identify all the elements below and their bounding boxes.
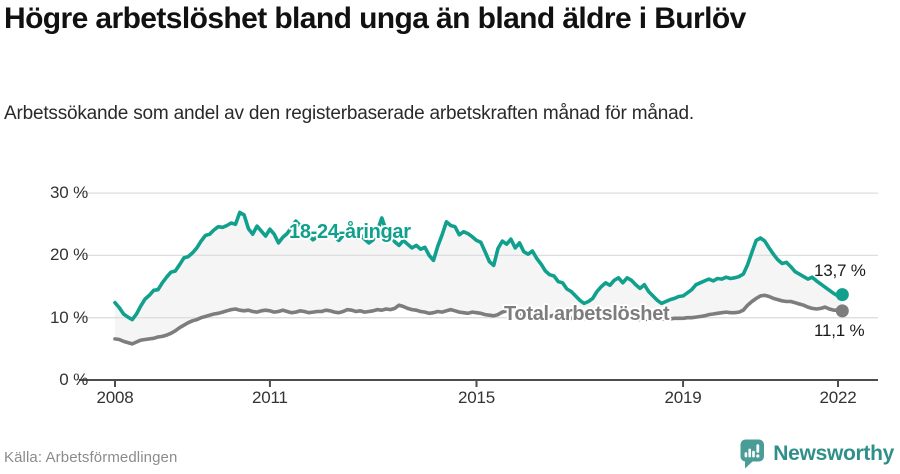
- series-line-young: [113, 210, 845, 322]
- y-tick-label: 30 %: [50, 183, 88, 203]
- x-tick-label: 2019: [664, 388, 702, 407]
- newsworthy-brand: Newsworthy: [740, 438, 894, 470]
- x-tick-label: 2015: [457, 388, 496, 407]
- y-tick-label: 0 %: [59, 370, 88, 389]
- page-subtitle: Arbetssökande som andel av den registerb…: [4, 103, 694, 124]
- x-tick-label: 2011: [252, 388, 288, 407]
- y-tick-label: 20 %: [50, 245, 88, 265]
- series-end-dot: [835, 304, 849, 318]
- source-note: Källa: Arbetsförmedlingen: [4, 449, 178, 466]
- y-tick-label: 10 %: [50, 307, 88, 327]
- x-tick-label: 2022: [819, 388, 857, 407]
- series-end-dot: [835, 288, 849, 302]
- newsworthy-brand-text: Newsworthy: [773, 442, 894, 465]
- series-label-young: 18-24-åringar: [289, 221, 411, 243]
- value-label-young: 13,7 %: [814, 261, 866, 280]
- series-label-total: Total arbetslöshet: [504, 303, 670, 325]
- page-title: Högre arbetslöshet bland unga än bland ä…: [4, 2, 746, 35]
- x-tick-label: 2008: [96, 388, 134, 407]
- newsworthy-logo-icon: [740, 439, 765, 469]
- series-line-total: [113, 293, 845, 346]
- value-label-total: 11,1 %: [814, 321, 865, 340]
